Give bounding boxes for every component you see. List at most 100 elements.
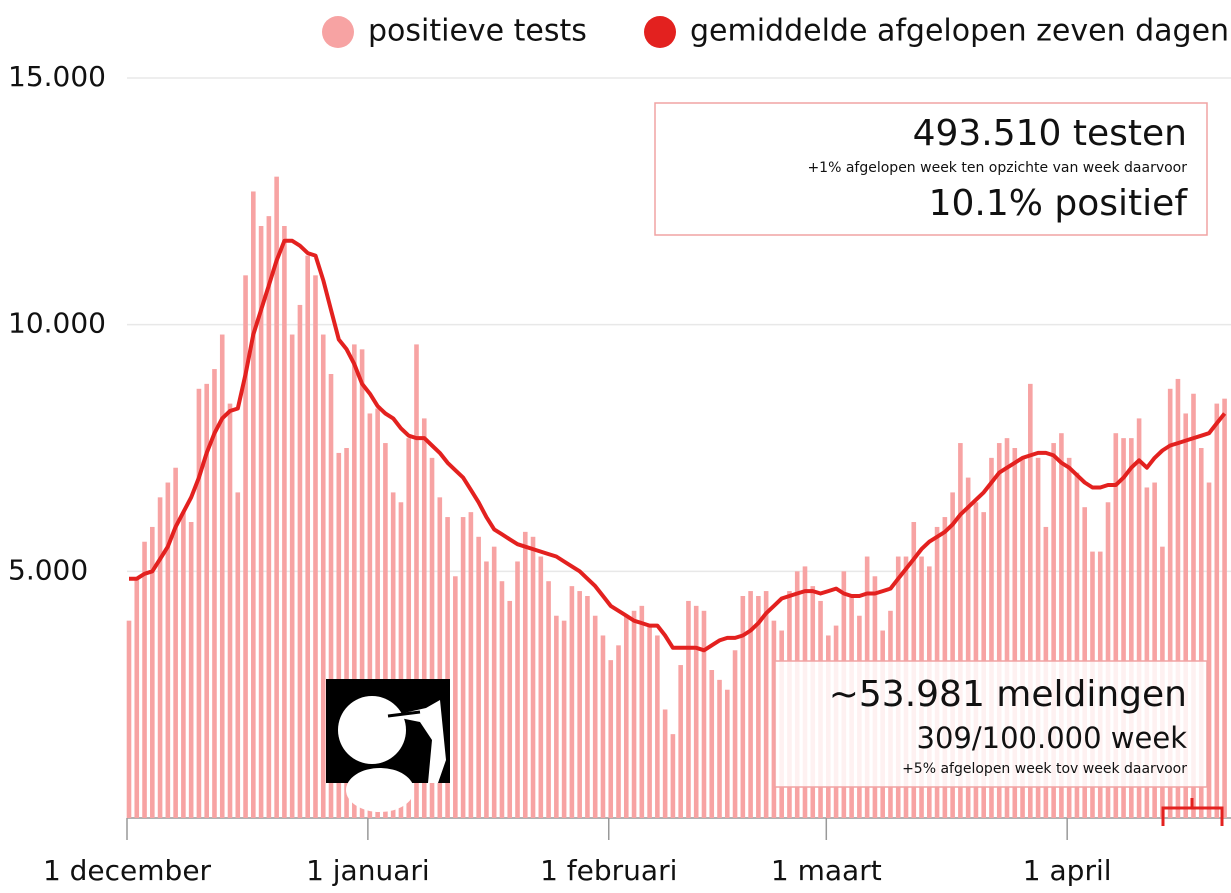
bar xyxy=(460,517,466,818)
bar xyxy=(1074,472,1080,818)
bar xyxy=(1113,433,1119,818)
bar xyxy=(670,734,676,818)
annotation: 10.1% positief xyxy=(929,183,1189,224)
bar xyxy=(1214,403,1220,818)
annotation: ~53.981 meldingen xyxy=(829,674,1187,715)
icon-body xyxy=(346,768,414,812)
bar xyxy=(515,561,520,818)
bar xyxy=(282,226,287,818)
bar xyxy=(484,561,489,818)
bar xyxy=(289,334,295,818)
bar xyxy=(756,596,761,818)
bar xyxy=(678,665,683,818)
bar xyxy=(1183,413,1189,818)
bar xyxy=(367,413,373,818)
bar xyxy=(1121,438,1126,818)
bar xyxy=(499,581,505,818)
bar xyxy=(530,536,536,818)
annotation: +5% afgelopen week tov week daarvoor xyxy=(902,761,1187,777)
icon-head xyxy=(338,696,406,764)
bar xyxy=(414,344,419,818)
bar xyxy=(973,502,979,818)
bar xyxy=(1152,482,1157,818)
bar xyxy=(1167,388,1173,818)
tests-box xyxy=(654,102,1208,236)
bar xyxy=(453,576,458,818)
bar xyxy=(554,615,559,818)
bar xyxy=(763,591,769,818)
bar xyxy=(1191,393,1196,818)
y-tick-label: 10.000 xyxy=(8,307,106,340)
bar xyxy=(608,660,614,818)
bar xyxy=(491,546,497,818)
bar xyxy=(258,226,264,818)
bar xyxy=(157,497,163,818)
bar xyxy=(732,650,738,818)
bar xyxy=(243,275,248,818)
bar xyxy=(235,492,241,818)
bar xyxy=(996,443,1002,818)
bar xyxy=(717,679,722,818)
bar xyxy=(336,452,342,818)
bar xyxy=(1129,438,1134,818)
bar xyxy=(701,610,707,818)
bar xyxy=(1066,457,1072,818)
x-tick-label: 1 januari xyxy=(306,854,430,887)
bar xyxy=(1198,448,1204,818)
average-line xyxy=(129,238,1227,653)
bar xyxy=(406,438,412,818)
bar xyxy=(1035,457,1041,818)
bar xyxy=(227,403,233,818)
bar xyxy=(748,591,753,818)
bar xyxy=(647,625,652,818)
bar xyxy=(297,304,303,818)
bar xyxy=(965,477,971,818)
bar xyxy=(383,443,388,818)
x-tick-label: 1 december xyxy=(43,854,212,887)
bar xyxy=(522,531,528,818)
bar xyxy=(585,596,590,818)
bar xyxy=(476,536,481,818)
legend-label: positieve tests xyxy=(368,14,587,49)
bar xyxy=(212,369,217,818)
bar xyxy=(507,600,513,818)
bar xyxy=(142,541,147,818)
bar xyxy=(421,418,427,818)
bar xyxy=(359,349,365,818)
bar xyxy=(1144,487,1150,818)
bar xyxy=(771,620,777,818)
bar xyxy=(1020,457,1025,818)
bar xyxy=(468,512,474,818)
lines xyxy=(129,238,1227,653)
cases-box xyxy=(774,660,1208,788)
x-tick-label: 1 maart xyxy=(771,854,882,887)
bar xyxy=(950,492,955,818)
bar xyxy=(1136,418,1142,818)
bar xyxy=(173,467,178,818)
bar xyxy=(196,388,202,818)
x-tick-label: 1 april xyxy=(1023,854,1112,887)
bar xyxy=(398,502,404,818)
bar xyxy=(623,615,629,818)
bar xyxy=(251,191,256,818)
bar xyxy=(600,635,606,818)
bar xyxy=(686,600,691,818)
bar xyxy=(569,586,575,818)
bar xyxy=(561,620,567,818)
bar xyxy=(150,526,155,818)
bar xyxy=(709,670,715,818)
bar xyxy=(352,344,357,818)
bar xyxy=(1206,482,1212,818)
bar xyxy=(1012,448,1018,818)
bar xyxy=(546,581,551,818)
bar xyxy=(693,605,699,818)
swab-icon xyxy=(326,679,450,812)
legend-swatch xyxy=(322,16,354,48)
bar xyxy=(188,522,194,818)
bar xyxy=(1051,443,1056,818)
bar xyxy=(958,443,963,818)
annotation: +1% afgelopen week ten opzichte van week… xyxy=(807,160,1187,176)
bar xyxy=(616,645,621,818)
bar xyxy=(655,635,660,818)
